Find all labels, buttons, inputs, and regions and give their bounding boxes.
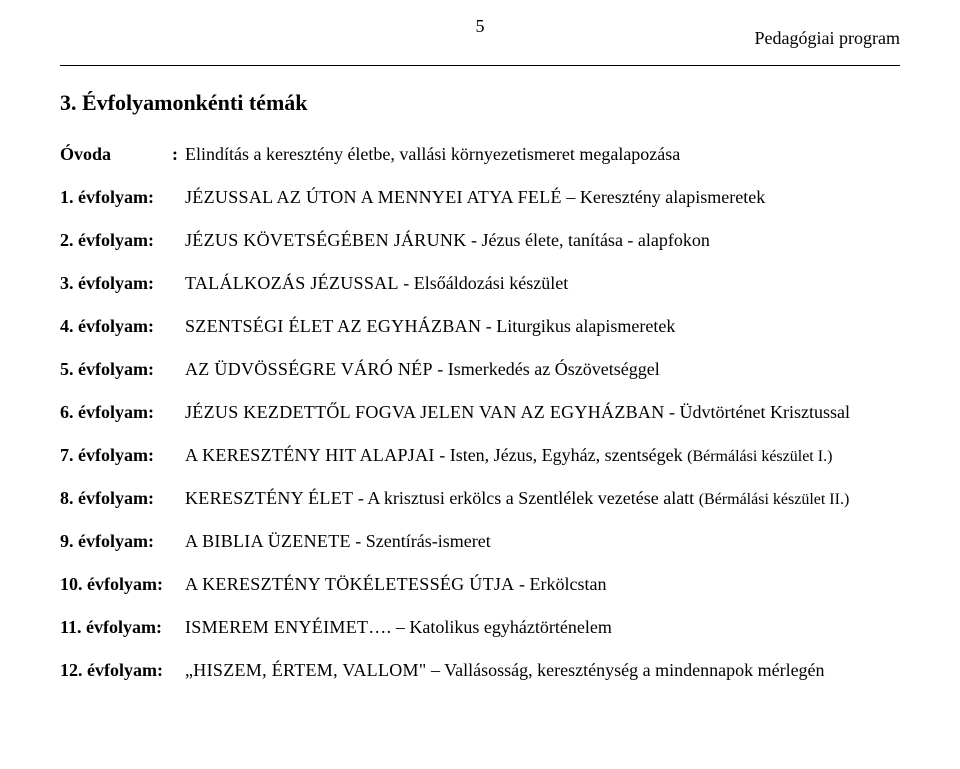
entry-prefix: A BIBLIA ÜZENETE	[185, 531, 351, 551]
entry-prefix: ISMEREM ENYÉIMET….	[185, 617, 391, 637]
entry-desc: A KERESZTÉNY HIT ALAPJAI - Isten, Jézus,…	[185, 445, 900, 466]
entry-row: 8. évfolyam:KERESZTÉNY ÉLET - A krisztus…	[60, 488, 900, 509]
entry-suffix: - Elsőáldozási készület	[399, 273, 568, 293]
entry-row: 3. évfolyam:TALÁLKOZÁS JÉZUSSAL - Elsőál…	[60, 273, 900, 294]
entry-prefix: JÉZUS KÖVETSÉGÉBEN JÁRUNK	[185, 230, 467, 250]
entry-suffix: – Keresztény alapismeretek	[562, 187, 765, 207]
entry-label: 9. évfolyam:	[60, 531, 185, 552]
entry-prefix: A KERESZTÉNY HIT ALAPJAI	[185, 445, 435, 465]
entry-desc: JÉZUS KÖVETSÉGÉBEN JÁRUNK - Jézus élete,…	[185, 230, 900, 251]
entry-desc: A KERESZTÉNY TÖKÉLETESSÉG ÚTJA - Erkölcs…	[185, 574, 900, 595]
entry-row: 9. évfolyam:A BIBLIA ÜZENETE - Szentírás…	[60, 531, 900, 552]
entries-list: Óvoda:Elindítás a keresztény életbe, val…	[60, 144, 900, 681]
entry-prefix: TALÁLKOZÁS JÉZUSSAL	[185, 273, 399, 293]
entry-desc: AZ ÜDVÖSSÉGRE VÁRÓ NÉP - Ismerkedés az Ó…	[185, 359, 900, 380]
entry-suffix: - A krisztusi erkölcs a Szentlélek vezet…	[353, 488, 698, 508]
entry-label: 5. évfolyam:	[60, 359, 185, 380]
entry-prefix: KERESZTÉNY ÉLET	[185, 488, 353, 508]
entry-desc: Elindítás a keresztény életbe, vallási k…	[185, 144, 900, 165]
entry-row: Óvoda:Elindítás a keresztény életbe, val…	[60, 144, 900, 165]
entry-prefix: SZENTSÉGI ÉLET AZ EGYHÁZBAN	[185, 316, 481, 336]
entry-suffix: - Isten, Jézus, Egyház, szentségek	[435, 445, 687, 465]
entry-paren: (Bérmálási készület II.)	[699, 491, 850, 508]
entry-label: 6. évfolyam:	[60, 402, 185, 423]
entry-suffix: - Szentírás-ismeret	[351, 531, 491, 551]
section-title: 3. Évfolyamonkénti témák	[60, 90, 900, 116]
header-rule	[60, 65, 900, 66]
entry-suffix: Elindítás a keresztény életbe, vallási k…	[185, 144, 680, 164]
entry-label: 8. évfolyam:	[60, 488, 185, 509]
entry-label: 11. évfolyam:	[60, 617, 185, 638]
entry-desc: JÉZUSSAL AZ ÚTON A MENNYEI ATYA FELÉ – K…	[185, 187, 900, 208]
entry-prefix: JÉZUS KEZDETTŐL FOGVA JELEN VAN AZ EGYHÁ…	[185, 402, 665, 422]
entry-suffix: - Erkölcstan	[514, 574, 606, 594]
entry-row: 6. évfolyam:JÉZUS KEZDETTŐL FOGVA JELEN …	[60, 402, 900, 423]
entry-paren: (Bérmálási készület I.)	[687, 448, 832, 465]
entry-desc: SZENTSÉGI ÉLET AZ EGYHÁZBAN - Liturgikus…	[185, 316, 900, 337]
entry-row: 2. évfolyam:JÉZUS KÖVETSÉGÉBEN JÁRUNK - …	[60, 230, 900, 251]
entry-row: 4. évfolyam:SZENTSÉGI ÉLET AZ EGYHÁZBAN …	[60, 316, 900, 337]
entry-prefix: JÉZUSSAL AZ ÚTON A MENNYEI ATYA FELÉ	[185, 187, 562, 207]
entry-suffix: - Jézus élete, tanítása - alapfokon	[467, 230, 710, 250]
entry-label: 1. évfolyam:	[60, 187, 185, 208]
entry-row: 7. évfolyam:A KERESZTÉNY HIT ALAPJAI - I…	[60, 445, 900, 466]
entry-desc: KERESZTÉNY ÉLET - A krisztusi erkölcs a …	[185, 488, 900, 509]
entry-label: 3. évfolyam:	[60, 273, 185, 294]
entry-desc: ISMEREM ENYÉIMET…. – Katolikus egyháztör…	[185, 617, 900, 638]
entry-label: Óvoda	[60, 144, 172, 165]
entry-prefix: A KERESZTÉNY TÖKÉLETESSÉG ÚTJA	[185, 574, 514, 594]
entry-row: 1. évfolyam:JÉZUSSAL AZ ÚTON A MENNYEI A…	[60, 187, 900, 208]
entry-suffix: - Ismerkedés az Ószövetséggel	[433, 359, 660, 379]
entry-label: 4. évfolyam:	[60, 316, 185, 337]
entry-label: 7. évfolyam:	[60, 445, 185, 466]
entry-suffix: – Vallásosság, kereszténység a mindennap…	[427, 660, 825, 680]
entry-row: 12. évfolyam:„HISZEM, ÉRTEM, VALLOM" – V…	[60, 660, 900, 681]
entry-row: 10. évfolyam:A KERESZTÉNY TÖKÉLETESSÉG Ú…	[60, 574, 900, 595]
entry-suffix: – Katolikus egyháztörténelem	[391, 617, 611, 637]
entry-label: 10. évfolyam:	[60, 574, 185, 595]
entry-desc: JÉZUS KEZDETTŐL FOGVA JELEN VAN AZ EGYHÁ…	[185, 402, 900, 423]
entry-colon: :	[172, 144, 185, 165]
entry-prefix: „HISZEM, ÉRTEM, VALLOM"	[185, 660, 427, 680]
entry-desc: A BIBLIA ÜZENETE - Szentírás-ismeret	[185, 531, 900, 552]
entry-suffix: - Üdvtörténet Krisztussal	[665, 402, 850, 422]
entry-row: 5. évfolyam:AZ ÜDVÖSSÉGRE VÁRÓ NÉP - Ism…	[60, 359, 900, 380]
entry-desc: „HISZEM, ÉRTEM, VALLOM" – Vallásosság, k…	[185, 660, 900, 681]
entry-prefix: AZ ÜDVÖSSÉGRE VÁRÓ NÉP	[185, 359, 433, 379]
entry-suffix: - Liturgikus alapismeretek	[481, 316, 675, 336]
entry-label: 2. évfolyam:	[60, 230, 185, 251]
entry-desc: TALÁLKOZÁS JÉZUSSAL - Elsőáldozási készü…	[185, 273, 900, 294]
header-right-text: Pedagógiai program	[755, 28, 900, 49]
entry-row: 11. évfolyam:ISMEREM ENYÉIMET…. – Katoli…	[60, 617, 900, 638]
entry-label: 12. évfolyam:	[60, 660, 185, 681]
